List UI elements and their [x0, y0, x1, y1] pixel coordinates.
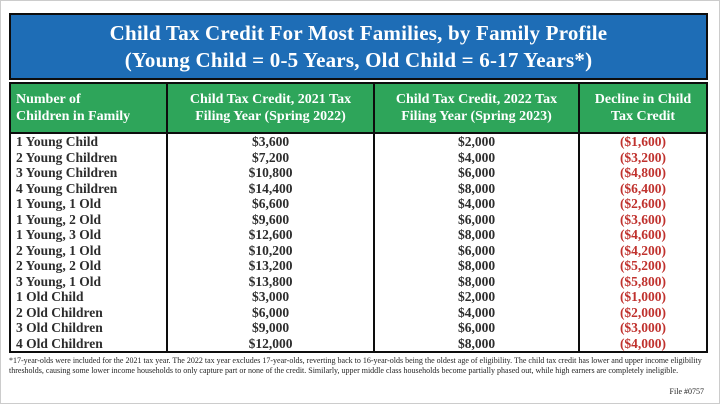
- credit-2022-cell: $4,000: [375, 196, 580, 212]
- table-row: 1 Young, 2 Old $9,600 $6,000 ($3,600): [11, 211, 706, 227]
- decline-cell: ($1,600): [619, 134, 667, 150]
- credit-2022-cell: $6,000: [375, 165, 580, 181]
- decline-cell: ($4,200): [619, 242, 667, 258]
- credit-2022-cell: $2,000: [375, 134, 580, 150]
- credit-2022-cell: $8,000: [375, 258, 580, 274]
- credit-2021-cell: $10,800: [168, 165, 375, 181]
- family-profile-cell: 3 Young, 1 Old: [11, 273, 168, 289]
- credit-2021-cell: $12,600: [168, 227, 375, 243]
- table-row: 2 Young Children $7,200 $4,000 ($3,200): [11, 149, 706, 165]
- header-cell-credit-2021: Child Tax Credit, 2021 Tax Filing Year (…: [168, 84, 375, 132]
- table-row: 3 Young, 1 Old $13,800 $8,000 ($5,800): [11, 273, 706, 289]
- header-cell-credit-2022: Child Tax Credit, 2022 Tax Filing Year (…: [375, 84, 580, 132]
- decline-cell: ($5,800): [619, 273, 667, 289]
- decline-cell: ($6,400): [619, 180, 667, 196]
- credit-2021-cell: $9,600: [168, 211, 375, 227]
- family-profile-cell: 3 Old Children: [11, 320, 168, 336]
- decline-cell: ($2,000): [619, 304, 667, 320]
- credit-2022-cell: $6,000: [375, 242, 580, 258]
- table-row: 1 Old Child $3,000 $2,000 ($1,000): [11, 289, 706, 305]
- credit-2022-cell: $6,000: [375, 320, 580, 336]
- decline-cell: ($5,200): [619, 258, 667, 274]
- family-profile-cell: 2 Young, 2 Old: [11, 258, 168, 274]
- credit-2022-cell: $2,000: [375, 289, 580, 305]
- credit-2021-cell: $12,000: [168, 335, 375, 351]
- family-profile-cell: 2 Old Children: [11, 304, 168, 320]
- credit-2022-cell: $8,000: [375, 227, 580, 243]
- table-row: 1 Young Child $3,600 $2,000 ($1,600): [11, 134, 706, 150]
- credit-2022-cell: $8,000: [375, 273, 580, 289]
- decline-cell: ($4,000): [619, 335, 667, 351]
- decline-cell: ($3,000): [619, 320, 667, 336]
- title-banner: Child Tax Credit For Most Families, by F…: [9, 13, 708, 80]
- table-row: 3 Young Children $10,800 $6,000 ($4,800): [11, 165, 706, 181]
- table-header-row: Number of Children in Family Child Tax C…: [11, 84, 706, 134]
- family-profile-cell: 2 Young Children: [11, 149, 168, 165]
- family-profile-cell: 4 Old Children: [11, 335, 168, 351]
- header-cell-family: Number of Children in Family: [11, 84, 168, 132]
- credit-2021-cell: $6,000: [168, 304, 375, 320]
- header-cell-decline: Decline in Child Tax Credit: [594, 92, 692, 124]
- table-row: 4 Old Children $12,000 $8,000 ($4,000): [11, 335, 706, 351]
- decline-cell: ($3,200): [619, 149, 667, 165]
- decline-cell: ($2,600): [619, 196, 667, 212]
- credit-2021-cell: $13,800: [168, 273, 375, 289]
- credit-2021-cell: $3,000: [168, 289, 375, 305]
- table-row: 2 Old Children $6,000 $4,000 ($2,000): [11, 304, 706, 320]
- family-profile-cell: 1 Young, 1 Old: [11, 196, 168, 212]
- credit-2022-cell: $6,000: [375, 211, 580, 227]
- table-body: 1 Young Child $3,600 $2,000 ($1,600) 2 Y…: [11, 134, 706, 351]
- table-row: 2 Young, 1 Old $10,200 $6,000 ($4,200): [11, 242, 706, 258]
- credit-2022-cell: $8,000: [375, 335, 580, 351]
- credit-2021-cell: $10,200: [168, 242, 375, 258]
- credit-2021-cell: $6,600: [168, 196, 375, 212]
- credit-2021-cell: $9,000: [168, 320, 375, 336]
- credit-2021-cell: $7,200: [168, 149, 375, 165]
- credit-2021-cell: $14,400: [168, 180, 375, 196]
- table-row: 3 Old Children $9,000 $6,000 ($3,000): [11, 320, 706, 336]
- credit-2022-cell: $8,000: [375, 180, 580, 196]
- file-number-label: File #0757: [669, 387, 704, 396]
- credit-2022-cell: $4,000: [375, 149, 580, 165]
- decline-cell: ($3,600): [619, 211, 667, 227]
- family-profile-cell: 1 Young, 3 Old: [11, 227, 168, 243]
- table-row: 1 Young, 3 Old $12,600 $8,000 ($4,600): [11, 227, 706, 243]
- table-row: 4 Young Children $14,400 $8,000 ($6,400): [11, 180, 706, 196]
- family-profile-cell: 3 Young Children: [11, 165, 168, 181]
- credit-2022-cell: $4,000: [375, 304, 580, 320]
- family-profile-cell: 1 Young, 2 Old: [11, 211, 168, 227]
- child-tax-credit-table: Number of Children in Family Child Tax C…: [9, 82, 708, 353]
- family-profile-cell: 1 Old Child: [11, 289, 168, 305]
- table-row: 1 Young, 1 Old $6,600 $4,000 ($2,600): [11, 196, 706, 212]
- decline-cell: ($4,800): [619, 165, 667, 181]
- page-title: Child Tax Credit For Most Families, by F…: [109, 20, 608, 72]
- family-profile-cell: 2 Young, 1 Old: [11, 242, 168, 258]
- family-profile-cell: 4 Young Children: [11, 180, 168, 196]
- decline-cell: ($1,000): [619, 289, 667, 305]
- footnote-text: *17-year-olds were included for the 2021…: [9, 356, 702, 375]
- credit-2021-cell: $3,600: [168, 134, 375, 150]
- decline-cell: ($4,600): [619, 227, 667, 243]
- credit-2021-cell: $13,200: [168, 258, 375, 274]
- table-row: 2 Young, 2 Old $13,200 $8,000 ($5,200): [11, 258, 706, 274]
- family-profile-cell: 1 Young Child: [11, 134, 168, 150]
